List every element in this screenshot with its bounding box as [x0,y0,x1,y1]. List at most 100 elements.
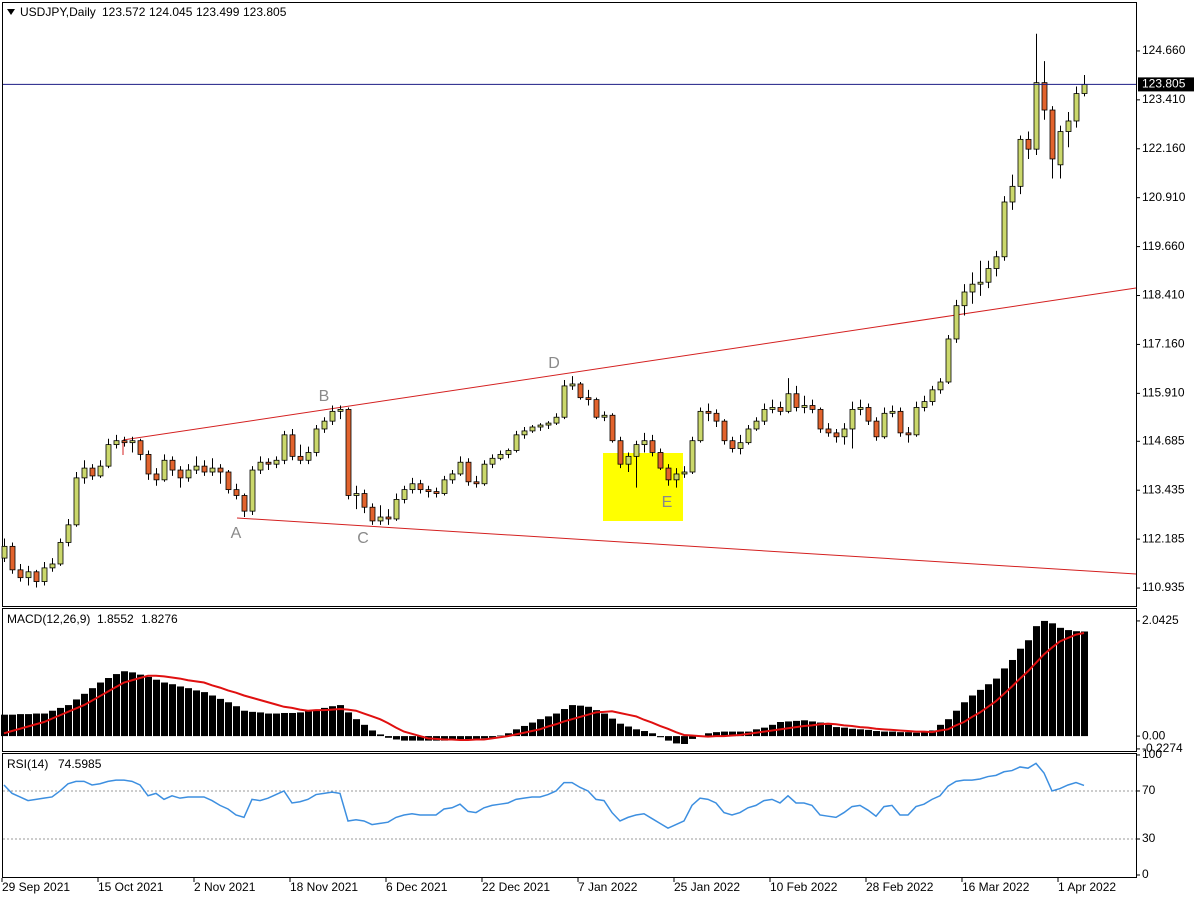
macd-bar [529,722,536,737]
candle-body [1001,201,1008,258]
current-price-label: 123.805 [1142,77,1186,91]
macd-bar [209,695,216,737]
y-tick-label: 115.910 [1142,386,1185,400]
candle-body [337,408,344,412]
macd-bar [921,731,928,737]
candle-body [849,408,856,430]
rsi-pane-frame [2,753,1137,878]
macd-bar [281,712,288,737]
candle-body [441,479,448,494]
candle-body [385,516,392,520]
macd-bar [41,713,48,737]
candle-body [769,407,776,410]
macd-bar [793,720,800,737]
candle-body [177,469,184,479]
candle-body [361,493,368,508]
macd-bar [825,724,832,737]
candle-body [1025,138,1032,150]
macd-bar [521,725,528,737]
candle-body [273,459,280,465]
candle-body [65,524,72,543]
candle-body [1041,82,1048,111]
candle-body [105,444,112,467]
candle-body [689,440,696,473]
candle-body [721,420,728,442]
candle-body [417,483,424,491]
candle-body [489,457,496,465]
y-tick-label: 113.435 [1142,482,1185,496]
macd-bar [593,710,600,737]
macd-bar [1033,626,1040,737]
candle-body [97,465,104,477]
wave-label: D [548,355,560,372]
candle-body [825,428,832,434]
x-tick-label: 10 Feb 2022 [770,880,838,894]
candle-body [785,393,792,412]
candle-body [649,440,656,453]
candle-body [161,459,168,481]
macd-bar [609,718,616,737]
candle-body [209,467,216,473]
candle-body [1017,138,1024,187]
rsi-value: 74.5985 [58,757,102,771]
candle-body [817,408,824,430]
candle-body [345,408,352,496]
macd-bar [889,731,896,737]
macd-bar [89,688,96,737]
candle-body [737,442,744,449]
menu-triangle[interactable] [7,9,15,15]
candle-body [713,412,720,422]
macd-bar [121,671,128,737]
candle-body [353,493,360,496]
candle-body [585,397,592,401]
highlight-box [603,453,683,521]
y-tick-label: 124.660 [1142,43,1186,57]
ohlc-low: 123.499 [196,5,240,19]
macd-bar [985,684,992,737]
macd-bar [313,709,320,737]
ohlc-close: 123.805 [243,5,287,19]
candle-body [577,383,584,399]
candle-body [569,383,576,387]
macd-bar [129,672,136,737]
candle-body [529,426,536,432]
macd-bar [417,736,424,741]
candle-body [545,422,552,426]
macd-bar [641,731,648,737]
candle-body [129,440,136,444]
macd-bar [1,714,8,737]
macd-bar [953,710,960,737]
y-tick-label: 122.160 [1142,141,1186,155]
macd-bar [273,713,280,737]
macd-bar [137,674,144,737]
x-tick-label: 2 Nov 2021 [194,880,256,894]
candle-body [953,305,960,340]
candle-body [505,450,512,455]
candle-body [457,461,464,475]
macd-bar [625,726,632,737]
macd-bar [265,713,272,737]
symbol-title: USDJPY,Daily [20,5,96,19]
candle-body [961,291,968,307]
macd-bar [809,721,816,737]
ohlc-high: 124.045 [149,5,193,19]
macd-bar [1065,630,1072,737]
macd-bar [961,702,968,737]
candle-body [433,491,440,494]
candle-body [1033,82,1040,150]
candle-body [993,256,1000,269]
macd-bar [585,706,592,737]
y-tick-label: 119.660 [1142,239,1185,253]
macd-title: MACD(12,26,9) [7,612,90,626]
candle-body [49,563,56,569]
x-tick-label: 22 Dec 2021 [482,880,550,894]
candle-body [241,495,248,512]
candle-body [153,473,160,481]
macd-bar [9,714,16,737]
candle-body [25,571,32,579]
candles [1,33,1088,588]
macd-bar [225,702,232,737]
candle-body [9,545,16,571]
candle-body [305,452,312,461]
